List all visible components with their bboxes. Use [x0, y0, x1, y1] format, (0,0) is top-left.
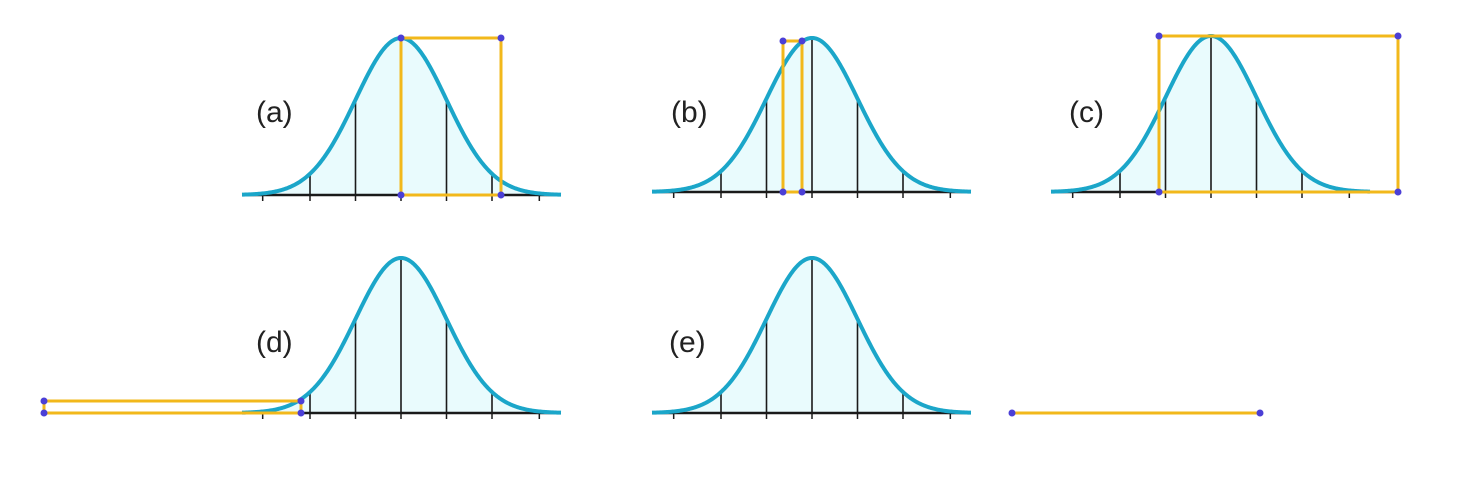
curve-d: [241, 255, 562, 415]
point-e-2: [1256, 409, 1264, 417]
point-c-1: [1155, 32, 1163, 40]
panel-label-d: (d): [256, 326, 293, 359]
point-c-4: [1394, 188, 1402, 196]
panel-b: (b): [651, 35, 972, 198]
panel-c: (c): [1050, 32, 1402, 198]
gridlines-c: [1119, 36, 1303, 192]
gridlines-b: [720, 38, 904, 192]
point-d-1: [40, 397, 48, 405]
panel-d: (d): [40, 255, 562, 419]
point-b-1: [779, 37, 787, 45]
points-b: [779, 37, 806, 196]
points-a: [397, 34, 505, 199]
point-d-3: [40, 409, 48, 417]
curve-e: [651, 255, 972, 415]
panel-e: (e): [651, 255, 1264, 419]
point-e-1: [1008, 409, 1016, 417]
point-d-2: [297, 397, 305, 405]
ticks-b: [672, 192, 952, 198]
ticks-e: [672, 413, 952, 419]
point-a-2: [497, 34, 505, 42]
point-a-1: [397, 34, 405, 42]
points-d: [40, 397, 305, 417]
points-c: [1155, 32, 1402, 196]
point-d-4: [297, 409, 305, 417]
point-c-2: [1394, 32, 1402, 40]
points-e: [1008, 409, 1264, 417]
point-a-4: [497, 191, 505, 199]
panel-label-b: (b): [671, 96, 708, 129]
point-b-2: [798, 37, 806, 45]
panel-label-a: (a): [256, 96, 293, 129]
point-a-3: [397, 191, 405, 199]
point-b-4: [798, 188, 806, 196]
panel-label-c: (c): [1069, 96, 1104, 129]
highlight-rect-c: [1157, 34, 1400, 194]
highlight-rect-a: [399, 36, 503, 197]
highlight-rect-b: [781, 39, 804, 194]
panel-label-e: (e): [669, 326, 706, 359]
point-b-3: [779, 188, 787, 196]
ticks-d: [261, 413, 541, 419]
curve-b: [651, 35, 972, 194]
point-c-3: [1155, 188, 1163, 196]
gridlines-e: [720, 258, 904, 413]
highlight-rect-d: [42, 399, 303, 415]
gridlines-d: [309, 258, 493, 413]
panel-a: (a): [241, 34, 562, 201]
